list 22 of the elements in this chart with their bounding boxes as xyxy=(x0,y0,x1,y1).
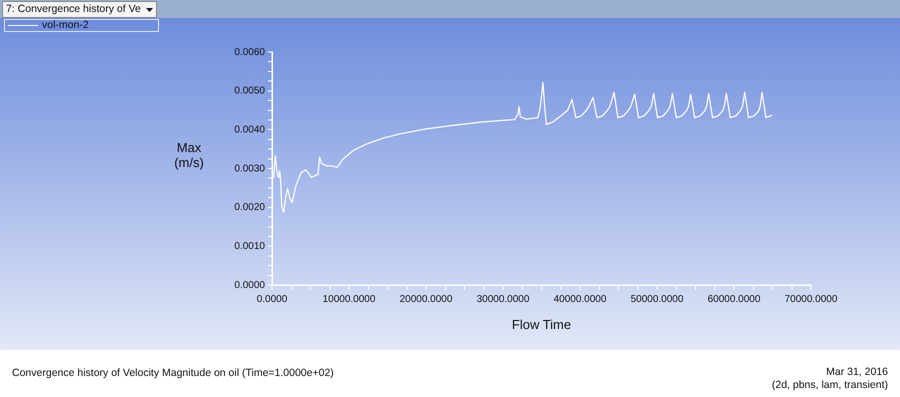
x-tick-label: 50000.0000 xyxy=(630,294,684,305)
text: Convergence history of Velocity Magnitude on oil (Time=1.0000e+02) xyxy=(12,367,334,379)
x-tick-label: 40000.0000 xyxy=(554,294,607,305)
y-axis-title: Max (m/s) xyxy=(173,140,205,170)
y-tick-label: 0.0030 xyxy=(234,163,266,174)
x-axis-title: Flow Time xyxy=(512,316,572,332)
y-tick-label: 0.0020 xyxy=(234,202,266,214)
y-tick-label: 0.0040 xyxy=(234,124,266,136)
text: Mar 31, 2016 xyxy=(826,366,888,378)
y-tick-label: 0.0000 xyxy=(234,280,266,291)
y-tick-label: 0.0060 xyxy=(234,46,266,58)
x-tick-label: 10000.0000 xyxy=(322,294,376,305)
x-tick-label: 60000.0000 xyxy=(708,294,761,305)
y-tick-label: 0.0010 xyxy=(234,240,266,252)
x-tick-label: 70000.0000 xyxy=(784,294,838,305)
legend-label: vol-mon-2 xyxy=(42,19,89,31)
x-tick-label: 0.0000 xyxy=(256,294,288,305)
x-tick-label: 30000.0000 xyxy=(476,294,530,305)
text: (2d, pbns, lam, transient) xyxy=(772,379,888,391)
y-tick-label: 0.0050 xyxy=(234,86,266,97)
x-tick-label: 20000.0000 xyxy=(400,294,453,305)
text: 7: Convergence history of Ve xyxy=(6,2,141,17)
